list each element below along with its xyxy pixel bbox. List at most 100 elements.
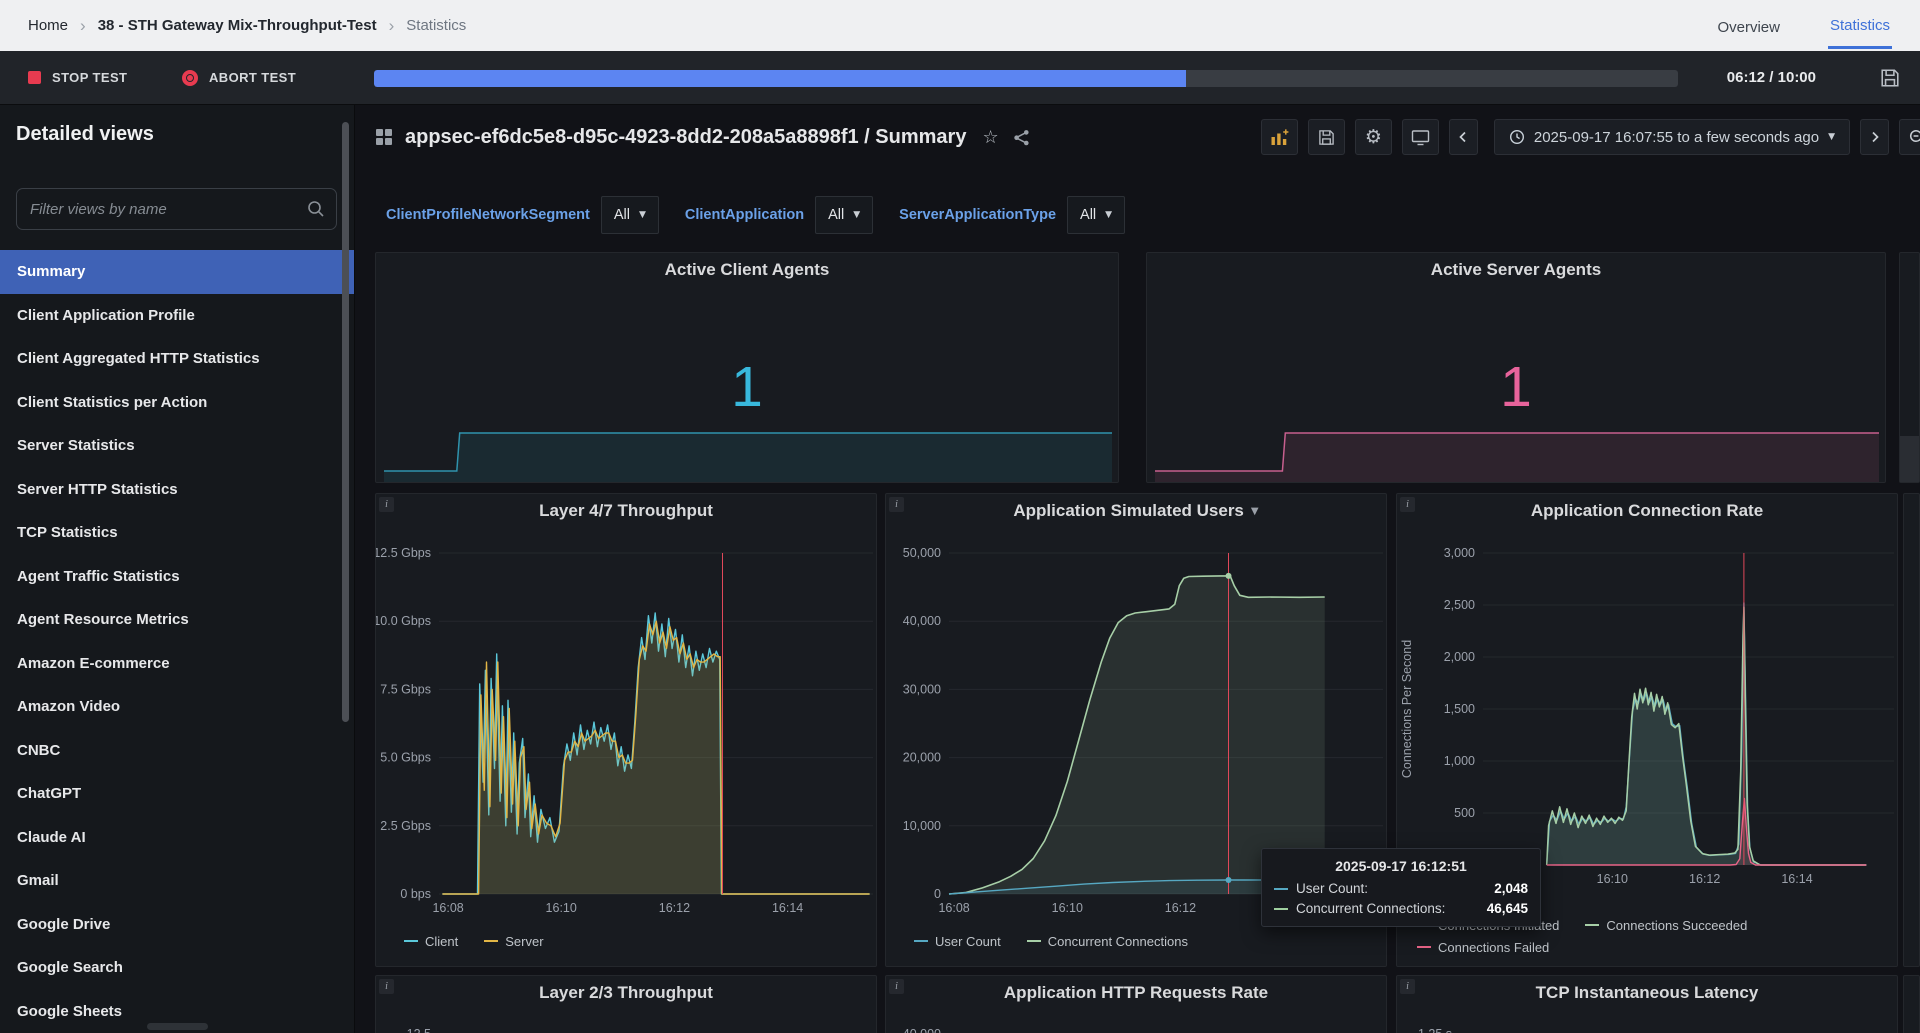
star-favorite-icon[interactable]: ☆ (982, 127, 998, 148)
share-nodes-icon (1013, 129, 1030, 146)
chevron-left-icon (1457, 131, 1469, 143)
dashboard-settings-button[interactable]: ⚙ (1355, 119, 1392, 155)
chevron-down-icon: ▼ (1105, 210, 1112, 220)
panel-title[interactable]: Layer 4/7 Throughput (539, 501, 713, 521)
legend-item[interactable]: Concurrent Connections (1027, 934, 1188, 949)
variable-value-dropdown[interactable]: All▼ (601, 196, 659, 234)
info-icon[interactable]: i (1400, 979, 1415, 994)
stop-icon (28, 71, 41, 84)
y-axis-top-label: 40,000 (886, 1027, 941, 1033)
layer47-throughput-chart[interactable]: 0 bps2.5 Gbps5.0 Gbps7.5 Gbps10.0 Gbps12… (376, 530, 878, 925)
svg-text:0 bps: 0 bps (400, 887, 431, 901)
time-range-back-button[interactable] (1449, 119, 1478, 155)
legend-label: Concurrent Connections (1048, 934, 1188, 949)
time-range-text: 2025-09-17 16:07:55 to a few seconds ago (1534, 129, 1819, 146)
sidebar-item[interactable]: TCP Statistics (0, 511, 354, 555)
zoom-out-time-button[interactable] (1899, 119, 1920, 155)
add-visualization-button[interactable] (1261, 119, 1298, 155)
active-client-agents-value: 1 (376, 359, 1118, 416)
server-agents-sparkline[interactable] (1155, 410, 1879, 482)
time-range-forward-button[interactable] (1860, 119, 1889, 155)
y-axis-top-label: 12.5 Gbps (376, 1027, 431, 1033)
legend-item[interactable]: Server (484, 934, 543, 949)
svg-text:2,000: 2,000 (1444, 650, 1475, 664)
sidebar-horizontal-scrollbar-thumb[interactable] (147, 1023, 208, 1030)
sidebar-item[interactable]: Agent Traffic Statistics (0, 555, 354, 599)
save-test-button[interactable] (1880, 51, 1900, 104)
tooltip-series-dash (1274, 888, 1288, 890)
legend-item[interactable]: Connections Failed (1417, 940, 1549, 955)
info-icon[interactable]: i (889, 979, 904, 994)
tv-mode-button[interactable] (1402, 119, 1439, 155)
svg-text:16:14: 16:14 (1781, 872, 1812, 886)
svg-text:500: 500 (1454, 806, 1475, 820)
chevron-down-icon: ▼ (853, 210, 860, 220)
sidebar-item[interactable]: Google Drive (0, 903, 354, 947)
panel-title[interactable]: Application Simulated Users (1013, 501, 1244, 521)
top-tab-overview[interactable]: Overview (1715, 4, 1782, 48)
panel-title[interactable]: Active Server Agents (1431, 260, 1601, 280)
sidebar-item[interactable]: ChatGPT (0, 772, 354, 816)
sidebar-item[interactable]: Client Aggregated HTTP Statistics (0, 337, 354, 381)
sidebar-scrollbar-thumb[interactable] (342, 122, 349, 722)
info-icon[interactable]: i (379, 979, 394, 994)
sidebar-item[interactable]: Claude AI (0, 816, 354, 860)
sidebar-item[interactable]: Google Search (0, 946, 354, 990)
save-icon (1880, 68, 1900, 88)
sidebar-item[interactable]: Server Statistics (0, 424, 354, 468)
sidebar-item[interactable]: Gmail (0, 859, 354, 903)
variable-value-dropdown[interactable]: All ▼ (1067, 196, 1125, 234)
zoom-out-icon (1909, 129, 1920, 146)
stop-test-button[interactable]: STOP TEST (28, 51, 127, 104)
sidebar-item[interactable]: Summary (0, 250, 354, 294)
breadcrumb-item[interactable]: 38 - STH Gateway Mix-Throughput-Test (98, 17, 377, 34)
legend-item[interactable]: Client (404, 934, 458, 949)
sidebar-item[interactable]: Agent Resource Metrics (0, 598, 354, 642)
sidebar-item[interactable]: Amazon Video (0, 685, 354, 729)
tooltip-rows: User Count:2,048 Concurrent Connections:4… (1274, 881, 1528, 916)
top-tab-statistics[interactable]: Statistics (1828, 2, 1892, 49)
panel-tcp-instantaneous-latency: i TCP Instantaneous Latency 1.25 s (1396, 975, 1898, 1033)
panel-title[interactable]: Active Client Agents (665, 260, 830, 280)
views-filter-input[interactable] (16, 188, 337, 230)
panel-active-server-agents: Active Server Agents 1 (1146, 252, 1886, 483)
share-icon[interactable] (1013, 129, 1030, 146)
save-dashboard-button[interactable] (1308, 119, 1345, 155)
svg-text:2.5 Gbps: 2.5 Gbps (380, 819, 431, 833)
sidebar-item[interactable]: Amazon E-commerce (0, 642, 354, 686)
panel-title[interactable]: TCP Instantaneous Latency (1536, 983, 1759, 1003)
breadcrumb-item[interactable]: Home (28, 17, 68, 34)
svg-text:16:08: 16:08 (432, 901, 463, 915)
dashboard-header: appsec-ef6dc5e8-d95c-4923-8dd2-208a5a889… (375, 115, 1920, 159)
info-icon[interactable]: i (379, 497, 394, 512)
client-agents-sparkline[interactable] (384, 410, 1112, 482)
variable-value-dropdown[interactable]: All▼ (815, 196, 873, 234)
sidebar-item[interactable]: Server HTTP Statistics (0, 468, 354, 512)
chevron-down-icon: ▼ (639, 210, 646, 220)
abort-test-button[interactable]: ABORT TEST (182, 51, 296, 104)
svg-text:50,000: 50,000 (903, 546, 941, 560)
panel-menu-caret-icon[interactable]: ▼ (1251, 506, 1259, 517)
panel-title[interactable]: Layer 2/3 Throughput (539, 983, 713, 1003)
apps-grid-icon[interactable] (375, 128, 393, 146)
info-icon[interactable]: i (889, 497, 904, 512)
sidebar-item[interactable]: Client Statistics per Action (0, 381, 354, 425)
panel-layer47-throughput: i Layer 4/7 Throughput 0 bps2.5 Gbps5.0 … (375, 493, 877, 967)
chevron-right-icon (1869, 131, 1881, 143)
tooltip-row: Concurrent Connections:46,645 (1274, 901, 1528, 916)
time-range-picker[interactable]: 2025-09-17 16:07:55 to a few seconds ago… (1494, 119, 1850, 155)
legend-row: Client Server (404, 930, 544, 952)
dashboard-header-right: ⚙ 2025-09-17 16:07:55 to a few seconds a… (1261, 119, 1920, 155)
tooltip-row: User Count:2,048 (1274, 881, 1528, 896)
legend-item[interactable]: User Count (914, 934, 1001, 949)
panel-title[interactable]: Application HTTP Requests Rate (1004, 983, 1268, 1003)
panel-title[interactable]: Application Connection Rate (1531, 501, 1763, 521)
sidebar-item[interactable]: CNBC (0, 729, 354, 773)
sidebar-item[interactable]: Client Application Profile (0, 294, 354, 338)
variable-value-text: All (1080, 207, 1096, 223)
panel-sliver-row2 (1903, 493, 1920, 967)
info-icon[interactable]: i (1400, 497, 1415, 512)
tooltip-label: Concurrent Connections: (1296, 901, 1487, 916)
filter-row: ClientProfileNetworkSegmentAll▼ClientApp… (386, 196, 1125, 234)
legend-item[interactable]: Connections Succeeded (1585, 918, 1747, 933)
